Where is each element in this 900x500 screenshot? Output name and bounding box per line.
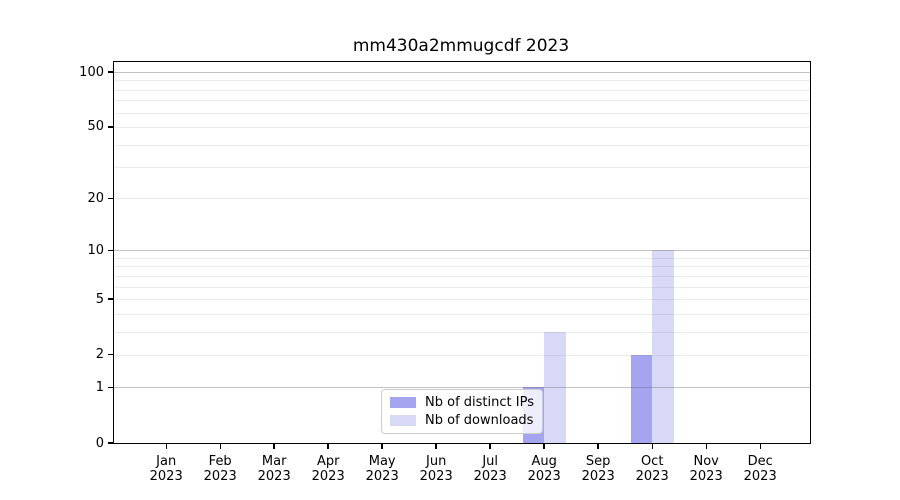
x-tick-mark bbox=[327, 444, 329, 449]
x-tick-label: Dec 2023 bbox=[743, 454, 777, 484]
x-tick-label: Apr 2023 bbox=[311, 454, 345, 484]
x-tick-label: May 2023 bbox=[365, 454, 399, 484]
y-tick-mark bbox=[107, 249, 113, 251]
y-tick-mark bbox=[107, 298, 113, 300]
y-tick-label: 50 bbox=[87, 119, 104, 135]
x-tick-mark bbox=[381, 444, 383, 449]
bar-downloads bbox=[652, 250, 674, 443]
x-tick-mark bbox=[219, 444, 221, 449]
legend-entry: Nb of distinct IPs bbox=[390, 395, 534, 410]
y-gridline-minor bbox=[114, 112, 810, 114]
x-tick-label: Oct 2023 bbox=[635, 454, 669, 484]
y-gridline-minor bbox=[114, 354, 810, 356]
x-tick-mark bbox=[651, 444, 653, 449]
y-gridline-minor bbox=[114, 299, 810, 300]
plot-inner: 0 1 2 5 10 20 50 100 Jan 2023 Feb 2023 Mar 2023 Apr… bbox=[79, 62, 810, 484]
legend-swatch-icon bbox=[390, 397, 417, 408]
y-tick-mark bbox=[107, 71, 113, 73]
y-tick-label: 5 bbox=[95, 291, 104, 307]
legend-label: Nb of downloads bbox=[425, 413, 534, 428]
x-tick-mark bbox=[273, 444, 275, 449]
x-tick-mark bbox=[597, 444, 599, 449]
y-gridline-minor bbox=[114, 313, 810, 315]
plot-area: 0 1 2 5 10 20 50 100 Jan 2023 Feb 2023 Mar 2023 Apr… bbox=[79, 61, 811, 484]
x-tick-label: Aug 2023 bbox=[527, 454, 561, 484]
y-gridline-minor bbox=[114, 257, 810, 259]
chart-title: mm430a2mmugcdf 2023 bbox=[352, 36, 570, 56]
x-tick-mark bbox=[165, 444, 167, 449]
x-tick-mark bbox=[705, 444, 707, 449]
legend: Nb of distinct IPs Nb of downloads bbox=[381, 389, 543, 434]
y-gridline-minor bbox=[114, 266, 810, 268]
bar-distinct-ips bbox=[630, 354, 653, 443]
x-tick-label: Sep 2023 bbox=[581, 454, 615, 484]
legend-entry: Nb of downloads bbox=[390, 413, 534, 428]
y-gridline-minor bbox=[114, 100, 810, 102]
y-gridline-minor bbox=[114, 275, 810, 277]
y-gridline-major bbox=[114, 387, 810, 389]
y-gridline-minor bbox=[114, 331, 810, 333]
y-tick-label: 100 bbox=[79, 64, 104, 80]
y-gridline-major bbox=[114, 250, 810, 252]
y-tick-mark bbox=[107, 126, 113, 128]
y-tick-mark bbox=[107, 386, 113, 388]
y-tick-label: 0 bbox=[95, 435, 104, 451]
x-tick-label: Feb 2023 bbox=[203, 454, 237, 484]
legend-label: Nb of distinct IPs bbox=[425, 395, 534, 410]
y-tick-label: 1 bbox=[95, 379, 104, 395]
x-tick-mark bbox=[759, 444, 761, 449]
x-tick-label: Jul 2023 bbox=[473, 454, 507, 484]
y-gridline-minor bbox=[114, 166, 810, 168]
x-tick-mark bbox=[543, 444, 545, 449]
x-tick-mark bbox=[489, 444, 491, 449]
y-gridline-minor bbox=[114, 286, 810, 288]
y-tick-label: 20 bbox=[87, 190, 104, 206]
x-tick-label: Jun 2023 bbox=[419, 454, 453, 484]
y-gridline-minor bbox=[114, 144, 810, 146]
y-tick-mark bbox=[107, 197, 113, 199]
x-tick-label: Nov 2023 bbox=[689, 454, 723, 484]
y-gridline-minor bbox=[114, 80, 810, 82]
bar-downloads bbox=[544, 331, 566, 443]
x-tick-label: Mar 2023 bbox=[257, 454, 291, 484]
y-tick-label: 2 bbox=[95, 347, 104, 363]
y-tick-mark bbox=[107, 442, 113, 444]
y-tick-mark bbox=[107, 353, 113, 356]
y-gridline-minor bbox=[114, 198, 810, 200]
y-gridline-major bbox=[114, 72, 810, 73]
y-gridline-minor bbox=[114, 89, 810, 91]
y-gridline-minor bbox=[114, 126, 810, 128]
legend-swatch-icon bbox=[390, 415, 417, 426]
x-tick-mark bbox=[435, 444, 437, 449]
y-tick-label: 10 bbox=[87, 242, 104, 258]
x-tick-label: Jan 2023 bbox=[149, 454, 183, 484]
